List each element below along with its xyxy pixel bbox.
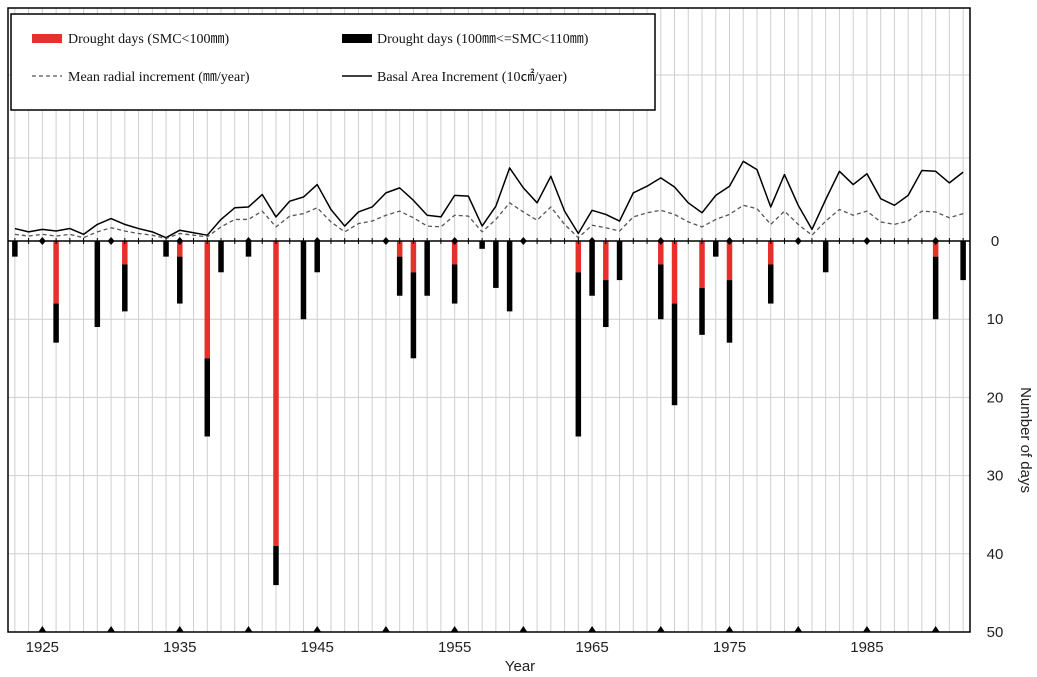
bar-red-1926 xyxy=(53,241,59,304)
bar-red-1973 xyxy=(699,241,705,288)
bar-black-1971 xyxy=(671,303,678,406)
bar-black-1953 xyxy=(424,241,430,296)
bar-black-1945 xyxy=(314,241,320,273)
bar-red-1964 xyxy=(575,241,582,273)
year-markers xyxy=(14,237,964,632)
triangle-marker xyxy=(107,626,116,632)
x-tick-labels: 1925 1935 1945 1955 1965 1975 1985 xyxy=(26,639,884,656)
y-axis-label: Number of days xyxy=(1017,387,1034,493)
triangle-marker xyxy=(381,626,390,632)
legend-label-black: Drought days (100㎜<=SMC<110㎜) xyxy=(377,32,589,47)
bar-black-1964 xyxy=(575,272,582,437)
grid-lines xyxy=(8,8,970,633)
triangle-marker xyxy=(38,626,47,632)
bar-black-1992 xyxy=(960,241,966,281)
x-tick-label: 1955 xyxy=(438,639,471,656)
triangle-marker xyxy=(862,626,871,632)
legend-swatch-black xyxy=(342,34,372,43)
bar-black-1942 xyxy=(273,545,279,586)
bar-black-1970 xyxy=(658,264,664,320)
bar-red-1971 xyxy=(671,241,678,304)
bar-black-1957 xyxy=(479,241,485,249)
mean-radial-increment-line xyxy=(14,202,964,240)
bar-black-1937 xyxy=(204,358,211,437)
bar-black-1974 xyxy=(713,241,719,257)
legend-box xyxy=(10,13,656,111)
bar-black-1934 xyxy=(163,241,169,257)
triangle-marker xyxy=(588,626,597,632)
y-tick-label: 50 xyxy=(987,624,1004,641)
triangle-marker xyxy=(450,626,459,632)
bar-black-1931 xyxy=(122,264,128,312)
x-tick-label: 1945 xyxy=(301,639,334,656)
y-tick-label: 40 xyxy=(987,546,1004,563)
triangle-marker xyxy=(313,626,322,632)
bar-black-1952 xyxy=(410,272,417,359)
legend-swatch-red xyxy=(32,34,62,43)
triangle-marker xyxy=(931,626,940,632)
bar-black-1967 xyxy=(616,241,623,281)
bar-black-1944 xyxy=(300,241,307,320)
bar-marks xyxy=(12,241,966,586)
line-marks xyxy=(14,160,964,240)
legend-label-solid: Basal Area Increment (10㎠/yaer) xyxy=(377,69,567,85)
plot-frame xyxy=(7,7,971,633)
y-tick-label: 30 xyxy=(987,468,1004,485)
bar-red-1990 xyxy=(932,241,939,257)
triangle-marker xyxy=(244,626,253,632)
legend-label-dashed: Mean radial increment (㎜/year) xyxy=(68,70,250,85)
bar-red-1937 xyxy=(204,241,211,359)
x-tick-label: 1975 xyxy=(713,639,746,656)
bar-black-1923 xyxy=(12,241,18,257)
bar-red-1975 xyxy=(726,241,733,281)
y-tick-label: 0 xyxy=(991,233,999,250)
y-tick-labels: 0 10 20 30 40 50 xyxy=(987,233,1004,641)
x-tick-label: 1965 xyxy=(575,639,608,656)
x-tick-label: 1985 xyxy=(850,639,883,656)
legend: Drought days (SMC<100㎜) Drought days (10… xyxy=(10,13,656,111)
bar-black-1973 xyxy=(699,287,705,335)
bar-black-1978 xyxy=(767,264,774,304)
triangle-marker xyxy=(519,626,528,632)
y-tick-label: 10 xyxy=(987,311,1004,328)
bar-red-1966 xyxy=(603,241,609,281)
bar-red-1970 xyxy=(658,241,664,265)
x-tick-label: 1925 xyxy=(26,639,59,656)
triangle-marker xyxy=(656,626,665,632)
bar-black-1938 xyxy=(218,241,224,273)
bar-red-1955 xyxy=(451,241,458,265)
bar-red-1942 xyxy=(273,241,279,546)
triangle-marker xyxy=(725,626,734,632)
bar-black-1926 xyxy=(53,303,59,343)
bar-black-1965 xyxy=(589,241,595,296)
bar-red-1952 xyxy=(410,241,417,273)
bar-black-1955 xyxy=(451,264,458,304)
basal-area-increment-line xyxy=(14,160,964,239)
y-tick-label: 20 xyxy=(987,389,1004,406)
triangle-marker xyxy=(794,626,803,632)
bar-red-1951 xyxy=(396,241,403,257)
bar-red-1935 xyxy=(177,241,183,257)
bar-black-1982 xyxy=(822,241,829,273)
bar-red-1978 xyxy=(767,241,774,265)
x-axis-label: Year xyxy=(505,658,535,675)
x-tick-label: 1935 xyxy=(163,639,196,656)
bar-black-1966 xyxy=(603,280,609,328)
bar-black-1935 xyxy=(177,256,183,304)
bar-black-1959 xyxy=(506,241,513,312)
bar-red-1931 xyxy=(122,241,128,265)
bar-black-1975 xyxy=(726,280,733,343)
bar-black-1958 xyxy=(493,241,499,288)
bar-black-1940 xyxy=(245,241,252,257)
bar-black-1951 xyxy=(396,256,403,296)
bar-black-1929 xyxy=(94,241,101,328)
legend-label-red: Drought days (SMC<100㎜) xyxy=(68,32,229,47)
bar-black-1990 xyxy=(932,256,939,320)
triangle-marker xyxy=(175,626,184,632)
